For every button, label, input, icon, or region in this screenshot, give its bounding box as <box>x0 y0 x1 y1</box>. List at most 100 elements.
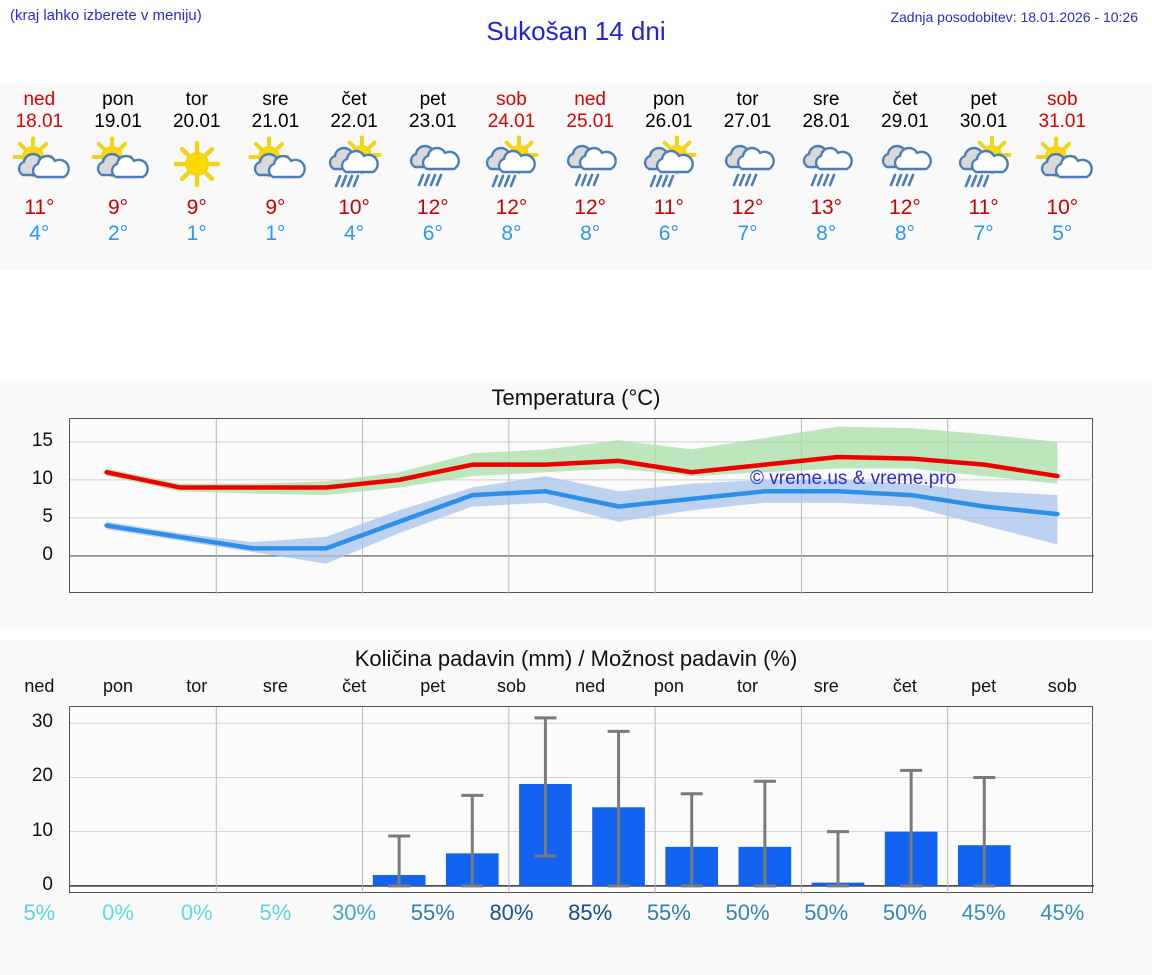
forecast-day-card[interactable]: pet 30.01 11° 7° <box>944 84 1023 270</box>
sun-cloud-icon <box>236 135 315 193</box>
forecast-day-date: 24.01 <box>487 111 536 132</box>
menu-hint-text: (kraj lahko izberete v meniju) <box>10 7 202 24</box>
forecast-day-date: 27.01 <box>723 111 772 132</box>
forecast-temp-min: 8° <box>894 222 915 245</box>
precipitation-plot-area <box>69 706 1094 894</box>
page-title: Sukošan 14 dni <box>486 16 666 46</box>
forecast-day-date: 25.01 <box>566 111 614 132</box>
sun-cloud-rain-icon <box>630 135 709 193</box>
forecast-day-date: 21.01 <box>251 111 300 132</box>
forecast-day-card[interactable]: sre 28.01 13° 8° <box>787 84 866 270</box>
precipitation-day-label: sob <box>496 676 526 696</box>
forecast-day-card[interactable]: čet 22.01 10° 4° <box>315 84 394 270</box>
forecast-day-card[interactable]: ned 18.01 11° 4° <box>0 84 79 270</box>
precipitation-y-tick: 30 <box>31 711 53 733</box>
forecast-day-name: tor <box>185 89 208 110</box>
precipitation-plot-svg <box>70 707 1094 894</box>
temperature-chart: Temperatura (°C) 0 5 10 15 <box>0 381 1152 629</box>
forecast-day-card[interactable]: sob 31.01 10° 5° <box>1023 84 1102 270</box>
precipitation-day-label: ned <box>575 676 606 696</box>
forecast-day-card[interactable]: čet 29.01 12° 8° <box>866 84 945 270</box>
forecast-day-date: 28.01 <box>802 111 850 132</box>
forecast-day-name: sre <box>262 89 289 110</box>
forecast-day-name: pon <box>102 89 134 110</box>
forecast-temp-min: 1° <box>265 222 286 245</box>
forecast-day-date: 30.01 <box>959 111 1008 132</box>
precipitation-probability: 55% <box>410 900 455 925</box>
precipitation-probability: 45% <box>961 900 1006 925</box>
forecast-temp-max: 12° <box>574 196 607 219</box>
sun-cloud-icon <box>1023 135 1102 193</box>
forecast-day-date: 29.01 <box>881 111 929 132</box>
sun-cloud-rain-icon <box>944 135 1023 193</box>
precipitation-day-label: sre <box>813 676 839 696</box>
precipitation-day-label: pet <box>971 676 997 696</box>
forecast-day-card[interactable]: sre 21.01 9° 1° <box>236 84 315 270</box>
precipitation-probability: 50% <box>725 900 770 925</box>
cloud-rain-icon <box>787 135 866 193</box>
forecast-temp-max: 11° <box>653 196 684 219</box>
forecast-temp-min: 7° <box>737 222 758 245</box>
forecast-temp-max: 11° <box>968 196 999 219</box>
forecast-day-card[interactable]: sob 24.01 12° 8° <box>472 84 551 270</box>
forecast-temp-min: 4° <box>29 222 50 245</box>
precipitation-day-label: tor <box>737 676 759 696</box>
forecast-temp-max: 9° <box>186 196 207 219</box>
forecast-temp-max: 11° <box>24 196 55 219</box>
precipitation-probability: 85% <box>568 900 613 925</box>
forecast-temp-min: 6° <box>422 222 443 245</box>
forecast-temp-min: 1° <box>186 222 207 245</box>
forecast-temp-min: 7° <box>973 222 994 245</box>
precipitation-probability: 50% <box>804 900 849 925</box>
forecast-day-name: ned <box>23 89 56 110</box>
forecast-temp-max: 9° <box>265 196 286 219</box>
forecast-temp-min: 8° <box>580 222 601 245</box>
cloud-rain-icon <box>551 135 630 193</box>
copyright-watermark: © vreme.us & vreme.pro <box>750 468 957 489</box>
last-updated-text: Zadnja posodobitev: 18.01.2026 - 10:26 <box>890 9 1138 25</box>
precipitation-day-label: pon <box>653 676 684 696</box>
precipitation-probability: 55% <box>646 900 691 925</box>
forecast-day-card[interactable]: ned 25.01 12° 8° <box>551 84 630 270</box>
temperature-y-tick: 15 <box>31 429 53 451</box>
precipitation-day-label: pon <box>103 676 134 696</box>
forecast-temp-max: 12° <box>495 196 528 219</box>
forecast-day-name: sob <box>1046 89 1078 110</box>
daily-forecast-strip: ned 18.01 11° 4° pon 19.01 9° 2° tor 20.01 9° 1° sre… <box>0 84 1152 270</box>
cloud-rain-icon <box>866 135 945 193</box>
forecast-day-date: 20.01 <box>172 111 221 132</box>
forecast-day-date: 19.01 <box>94 111 142 132</box>
sun-icon <box>157 135 236 193</box>
precipitation-probability: 5% <box>23 900 56 925</box>
precipitation-y-tick: 10 <box>31 819 53 841</box>
precipitation-day-label: sob <box>1047 676 1077 696</box>
forecast-temp-min: 5° <box>1052 222 1073 245</box>
forecast-day-name: čet <box>341 89 367 110</box>
forecast-day-card[interactable]: tor 20.01 9° 1° <box>157 84 236 270</box>
cloud-rain-icon <box>393 135 472 193</box>
forecast-day-name: čet <box>892 89 918 110</box>
forecast-temp-max: 10° <box>338 196 370 219</box>
precipitation-probability: 50% <box>882 900 927 925</box>
forecast-day-card[interactable]: tor 27.01 12° 7° <box>708 84 787 270</box>
sun-cloud-icon <box>79 135 158 193</box>
forecast-day-card[interactable]: pon 26.01 11° 6° <box>630 84 709 270</box>
temperature-plot-area <box>69 418 1094 594</box>
forecast-day-card[interactable]: pet 23.01 12° 6° <box>393 84 472 270</box>
forecast-day-name: sob <box>496 89 527 110</box>
precipitation-probability: 45% <box>1040 900 1085 925</box>
forecast-day-date: 18.01 <box>15 111 64 132</box>
forecast-day-date: 31.01 <box>1038 111 1087 132</box>
forecast-day-card[interactable]: pon 19.01 9° 2° <box>79 84 158 270</box>
precipitation-day-label: čet <box>892 676 917 696</box>
forecast-day-name: pet <box>419 89 446 110</box>
temperature-chart-title: Temperatura (°C) <box>491 385 661 410</box>
precipitation-chart-title: Količina padavin (mm) / Možnost padavin … <box>354 646 798 671</box>
forecast-day-name: pet <box>970 89 997 110</box>
cloud-rain-icon <box>708 135 787 193</box>
forecast-temp-max: 9° <box>107 196 129 219</box>
forecast-day-date: 26.01 <box>645 111 693 132</box>
forecast-temp-min: 2° <box>107 222 129 245</box>
precipitation-day-label: ned <box>24 676 55 696</box>
